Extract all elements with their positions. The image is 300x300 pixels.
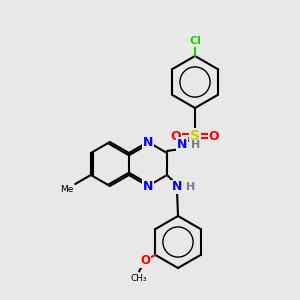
Text: O: O — [209, 130, 219, 142]
Text: Cl: Cl — [189, 36, 201, 46]
Text: N: N — [143, 179, 153, 193]
Text: O: O — [140, 254, 150, 268]
Text: N: N — [177, 138, 187, 151]
Text: CH₃: CH₃ — [131, 274, 147, 284]
Text: N: N — [143, 136, 153, 148]
Text: Me: Me — [60, 185, 73, 194]
Text: H: H — [191, 140, 200, 151]
Text: S: S — [190, 129, 200, 143]
Text: N: N — [172, 181, 182, 194]
Text: H: H — [186, 182, 195, 192]
Text: O: O — [171, 130, 181, 142]
